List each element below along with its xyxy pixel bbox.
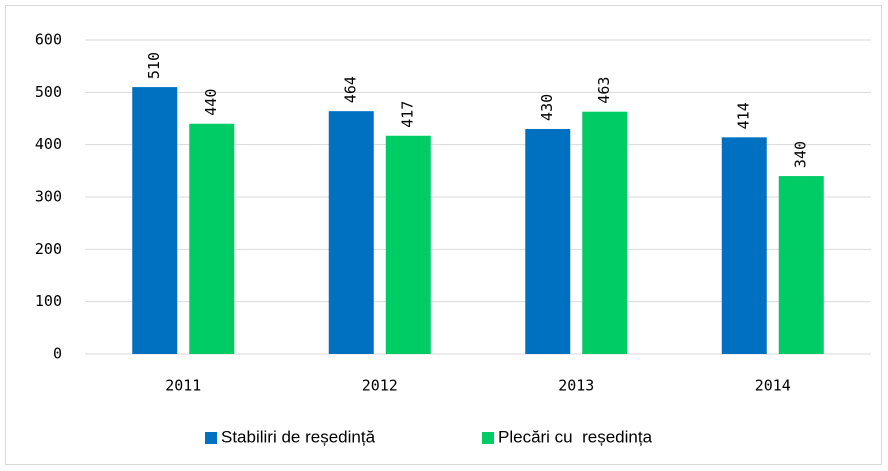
bar [132,87,178,354]
bar [385,135,431,354]
value-label: 463 [595,77,613,104]
y-tick-label: 200 [35,240,62,258]
bar [582,111,628,355]
y-tick-label: 600 [35,31,62,49]
legend-label: Plecări cu reședința [498,427,653,446]
value-label: 464 [342,76,360,103]
y-tick-label: 300 [35,188,62,206]
x-tick-label: 2012 [362,377,398,395]
value-label: 340 [792,141,810,168]
y-tick-label: 500 [35,83,62,101]
value-label: 414 [735,102,753,129]
legend-swatch [205,432,217,444]
value-label: 440 [202,89,220,116]
y-tick-label: 100 [35,292,62,310]
bar [189,123,235,354]
value-label: 417 [399,101,417,128]
legend-label: Stabiliri de reședință [221,427,376,446]
x-tick-label: 2013 [558,377,594,395]
y-tick-label: 400 [35,135,62,153]
x-tick-label: 2014 [755,377,791,395]
value-label: 430 [538,94,556,121]
legend-swatch [482,432,494,444]
value-label: 510 [145,52,163,79]
bar [525,128,571,354]
x-tick-label: 2011 [165,377,201,395]
y-tick-label: 0 [53,345,62,363]
bar [778,176,824,354]
bar [328,111,374,354]
bar [721,137,767,354]
